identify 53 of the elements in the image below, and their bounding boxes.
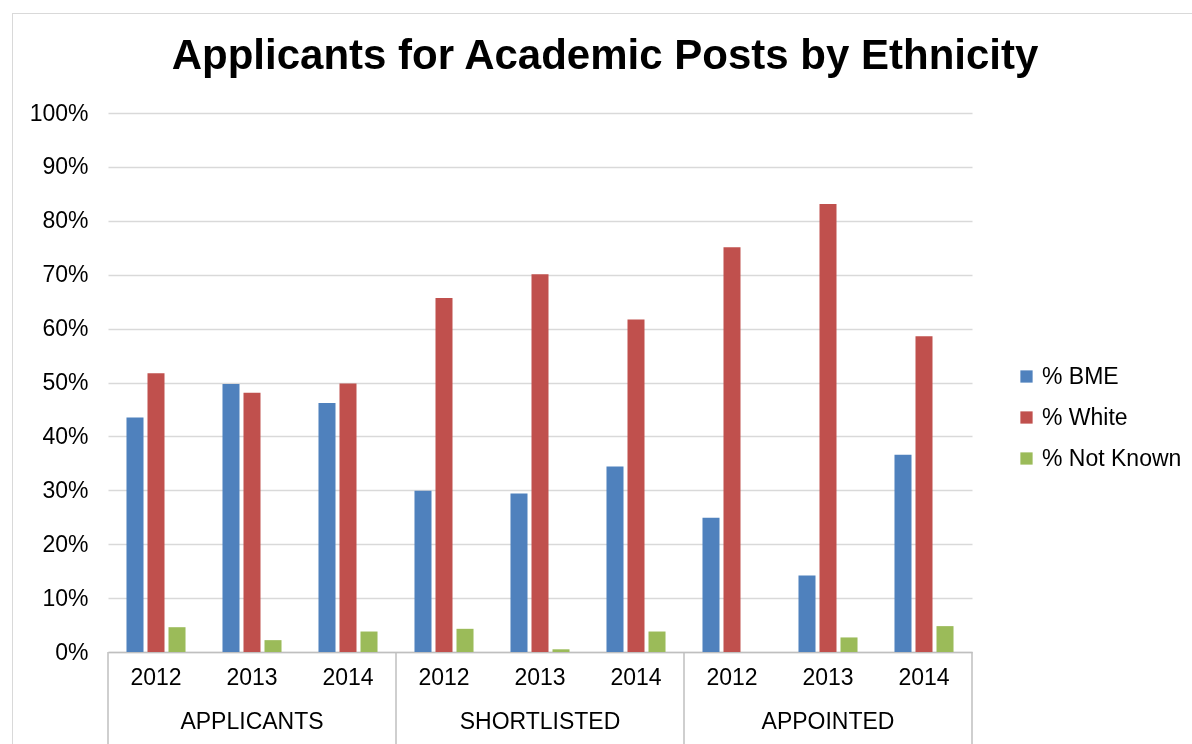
bar (318, 402, 336, 652)
bar (243, 392, 261, 652)
x-tick-label: 2012 (418, 663, 470, 690)
legend-label: % BME (1042, 362, 1119, 389)
text: APPLICANTS (180, 708, 324, 734)
y-tick-label: 10% (42, 584, 89, 611)
bar (531, 274, 549, 652)
legend-label: % White (1042, 403, 1128, 430)
x-tick-label: 2014 (610, 663, 662, 690)
x-tick-label: 2013 (514, 663, 566, 690)
x-tick-label: 2012 (706, 663, 758, 690)
bar (435, 297, 453, 652)
text: APPOINTED (761, 708, 895, 734)
bar (360, 631, 378, 652)
y-tick-label: 70% (42, 261, 89, 288)
bar (936, 626, 954, 652)
y-tick-label: 60% (42, 315, 89, 342)
bar (840, 637, 858, 652)
bar (264, 640, 282, 652)
y-tick-label: 0% (55, 638, 89, 665)
bar (606, 466, 624, 652)
y-tick-label: 90% (42, 153, 89, 180)
bar (702, 517, 720, 652)
y-tick-label: 30% (42, 476, 89, 503)
x-tick-label: 2014 (898, 663, 950, 690)
bar (456, 628, 474, 652)
bar (819, 204, 837, 652)
bar (222, 384, 240, 652)
x-tick-label: 2013 (226, 663, 278, 690)
x-tick-label: 2014 (322, 663, 374, 690)
bar (414, 490, 432, 652)
chart-title: Applicants for Academic Posts by Ethnicity (171, 31, 1039, 78)
bar (147, 373, 165, 652)
bar (723, 247, 741, 652)
bar (798, 575, 816, 652)
bar (339, 383, 357, 652)
bar (126, 417, 144, 652)
bar (648, 631, 666, 652)
legend-label: % Not Known (1042, 444, 1182, 471)
bar (627, 319, 645, 652)
bar (915, 336, 933, 652)
y-tick-label: 80% (42, 207, 89, 234)
y-tick-label: 20% (42, 530, 89, 557)
text: SHORTLISTED (459, 708, 621, 734)
bar (894, 454, 912, 652)
x-tick-label: 2013 (802, 663, 854, 690)
bar (552, 649, 570, 652)
bar (168, 627, 186, 652)
bar (510, 493, 528, 652)
y-tick-label: 100% (29, 99, 89, 126)
y-tick-label: 40% (42, 422, 89, 449)
x-tick-label: 2012 (130, 663, 182, 690)
y-tick-label: 50% (42, 369, 89, 395)
